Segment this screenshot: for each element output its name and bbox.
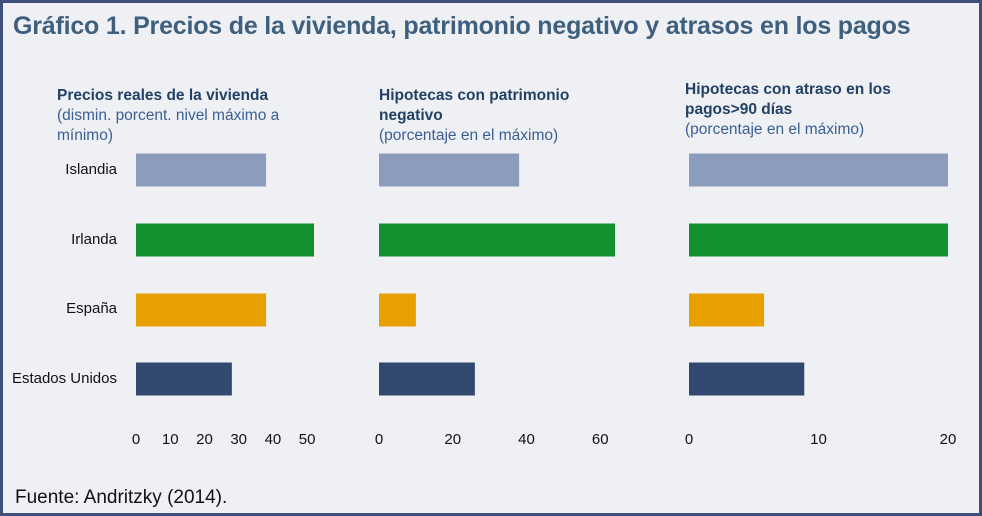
panel-2-header: Hipotecas con patrimonio negativo (porce…: [379, 86, 619, 146]
panel-3-title: Hipotecas con atraso en los pagos>90 día…: [685, 81, 891, 118]
bar-panel3-estados-unidos: [689, 362, 805, 396]
bar-panel2-islandia: [379, 153, 520, 187]
source-note: Fuente: Andritzky (2014).: [15, 487, 228, 508]
tick-label-panel2: 0: [375, 431, 383, 448]
tick-label-panel1: 50: [299, 431, 316, 448]
bar-panel2-espana: [379, 293, 416, 327]
category-label-estados-unidos: Estados Unidos: [11, 370, 117, 387]
bar-panel3-espana: [689, 293, 765, 327]
bar-panel3-irlanda: [689, 223, 948, 257]
tick-label-panel2: 20: [444, 431, 461, 448]
tick-label-panel1: 10: [162, 431, 179, 448]
panel-2-subtitle: (porcentaje en el máximo): [379, 127, 559, 144]
panel-1-header: Precios reales de la vivienda (dismin. p…: [57, 86, 317, 146]
panel-2-title: Hipotecas con patrimonio negativo: [379, 87, 570, 124]
bar-charts: 0 10 20 30 40 50 0 20 40 60 0 10 20: [132, 153, 957, 448]
panel-1-subtitle: (dismin. porcent. nivel máximo a mínimo): [57, 107, 280, 144]
tick-label-panel3: 10: [810, 431, 827, 448]
tick-label-panel2: 40: [518, 431, 535, 448]
tick-label-panel1: 40: [265, 431, 282, 448]
category-label-irlanda: Irlanda: [71, 231, 117, 248]
tick-label-panel1: 0: [132, 431, 140, 448]
tick-label-panel3: 0: [685, 431, 693, 448]
tick-label-panel2: 60: [592, 431, 609, 448]
bar-panel1-espana: [136, 293, 267, 327]
bar-panel3-islandia: [689, 153, 948, 187]
category-label-islandia: Islandia: [65, 161, 117, 178]
category-label-espana: España: [66, 300, 117, 317]
bar-panel1-estados-unidos: [136, 362, 232, 396]
bar-panel2-irlanda: [379, 223, 615, 257]
chart-title: Gráfico 1. Precios de la vivienda, patri…: [13, 12, 911, 40]
tick-label-panel1: 20: [196, 431, 213, 448]
panel-3-header: Hipotecas con atraso en los pagos>90 día…: [685, 80, 940, 140]
panel-3-subtitle: (porcentaje en el máximo): [685, 121, 865, 138]
tick-label-panel3: 20: [940, 431, 957, 448]
bar-panel1-irlanda: [136, 223, 314, 257]
panel-1-title: Precios reales de la vivienda: [57, 87, 269, 104]
bar-panel2-estados-unidos: [379, 362, 475, 396]
tick-label-panel1: 30: [230, 431, 247, 448]
bar-panel1-islandia: [136, 153, 267, 187]
